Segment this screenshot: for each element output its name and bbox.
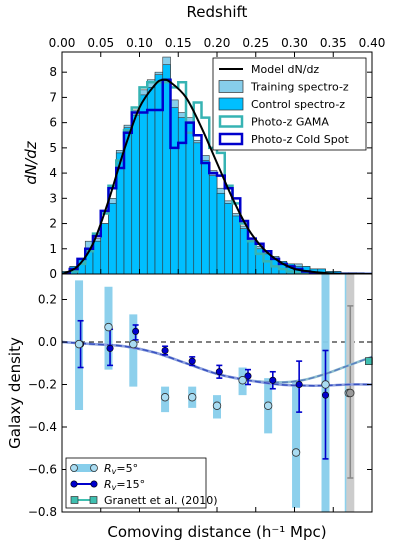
bottom-y-axis-title: Galaxy density bbox=[6, 337, 24, 449]
r15-point-2 bbox=[132, 327, 140, 335]
legend-key-granett-s2 bbox=[89, 496, 98, 504]
legend-key-3 bbox=[218, 115, 244, 128]
top-y-tick-label-7: 7 bbox=[49, 90, 57, 104]
bottom-content bbox=[61, 274, 373, 512]
control-bar-16 bbox=[185, 122, 195, 275]
top-panel: 0.00 0.05 0.10 0.15 0.20 0.25 0.30 0.35 0.40 0 1 2 3… bbox=[22, 3, 385, 281]
top-x-tick-label-3: 0.15 bbox=[165, 36, 192, 50]
r15-point-6 bbox=[244, 372, 252, 380]
top-x-tick-label-7: 0.35 bbox=[320, 36, 347, 50]
r5-point-7 bbox=[263, 401, 273, 410]
model-dndz-curve bbox=[61, 78, 372, 276]
grey-point bbox=[346, 388, 355, 398]
r15-point-3 bbox=[161, 346, 169, 354]
bot-y-tick-label-1: −0.6 bbox=[28, 463, 57, 477]
top-legend-label-1: Training spectro-z bbox=[250, 81, 349, 94]
bottom-legend-label-1: Rv=15° bbox=[104, 478, 145, 492]
r5-point-0 bbox=[74, 339, 84, 349]
control-bar-11 bbox=[146, 87, 156, 275]
bottom-legend-label-0: Rv=5° bbox=[104, 462, 138, 476]
top-ticks: 0.00 0.05 0.10 0.15 0.20 0.25 0.30 0.35 0.40 0 1 2 3… bbox=[49, 36, 386, 281]
r5-point-6 bbox=[238, 376, 247, 385]
legend-key-r15-c2 bbox=[90, 480, 98, 488]
r15-point-5 bbox=[215, 368, 223, 376]
top-x-tick-label-4: 0.20 bbox=[204, 36, 231, 50]
top-y-tick-label-2: 2 bbox=[49, 217, 57, 231]
top-y-tick-label-4: 4 bbox=[49, 166, 57, 180]
bot-y-tick-label-5: 0.2 bbox=[38, 293, 57, 307]
top-y-tick-label-1: 1 bbox=[49, 242, 57, 256]
legend-key-granett-s1 bbox=[70, 496, 79, 504]
top-y-tick-label-6: 6 bbox=[49, 116, 57, 130]
top-y-tick-label-3: 3 bbox=[49, 191, 57, 205]
r5-point-3 bbox=[160, 393, 170, 402]
top-legend-label-0: Model dN/dz bbox=[251, 63, 319, 76]
r5-point-9 bbox=[321, 380, 330, 389]
control-bar-9 bbox=[131, 114, 140, 275]
top-legend-label-2: Control spectro-z bbox=[251, 98, 345, 111]
r5-point-8 bbox=[291, 448, 301, 457]
r15-point-1 bbox=[106, 344, 114, 352]
control-bar-10 bbox=[139, 94, 148, 275]
r15-point-9 bbox=[321, 391, 329, 399]
top-y-tick-label-8: 8 bbox=[49, 65, 57, 79]
top-legend-label-3: Photo-z GAMA bbox=[251, 116, 329, 129]
photoz-coldspot-step bbox=[62, 78, 372, 276]
control-bar-18 bbox=[201, 160, 210, 275]
control-bar-21 bbox=[224, 203, 233, 275]
top-legend: Model dN/dz Training spectro-z Control spe… bbox=[212, 57, 367, 151]
bot-y-tick-label-2: −0.4 bbox=[28, 420, 57, 434]
r5-point-1 bbox=[104, 322, 113, 332]
granett-point bbox=[365, 357, 373, 365]
top-x-tick-label-2: 0.10 bbox=[126, 36, 153, 50]
top-axis-title: Redshift bbox=[187, 3, 248, 21]
top-x-tick-label-6: 0.30 bbox=[281, 36, 308, 50]
r15-point-8 bbox=[295, 380, 303, 388]
bottom-panel: −0.8 −0.6 −0.4 −0.2 0.0 0.2 Comoving distance… bbox=[6, 273, 373, 541]
top-legend-label-4: Photo-z Cold Spot bbox=[251, 133, 349, 146]
bottom-ticks: −0.8 −0.6 −0.4 −0.2 0.0 0.2 bbox=[28, 293, 373, 519]
top-y-tick-label-0: 0 bbox=[49, 267, 57, 281]
legend-key-1 bbox=[218, 80, 244, 93]
top-x-tick-label-1: 0.05 bbox=[87, 36, 114, 50]
control-bar-20 bbox=[216, 192, 226, 275]
legend-key-r5-c2 bbox=[90, 464, 98, 472]
r15-point-4 bbox=[188, 357, 196, 365]
r5-point-2 bbox=[129, 339, 138, 349]
legend-key-r5-c1 bbox=[70, 464, 78, 472]
r5-point-4 bbox=[187, 393, 197, 402]
top-x-tick-label-5: 0.25 bbox=[242, 36, 269, 50]
bot-y-tick-label-0: −0.8 bbox=[28, 505, 57, 519]
control-bar-19 bbox=[208, 175, 218, 275]
bottom-x-axis-title: Comoving distance (h⁻¹ Mpc) bbox=[107, 523, 326, 541]
top-y-axis-title: dN/dz bbox=[22, 140, 40, 184]
legend-key-4 bbox=[218, 132, 244, 146]
r5-point-5 bbox=[212, 401, 222, 410]
r5-band-2 bbox=[129, 314, 138, 387]
legend-key-r15-c1 bbox=[70, 480, 78, 488]
bot-y-tick-label-4: 0.0 bbox=[38, 335, 57, 349]
r5-band-8 bbox=[292, 382, 301, 508]
top-y-tick-label-5: 5 bbox=[49, 141, 57, 155]
bottom-legend-label-2: Granett et al. (2010) bbox=[104, 494, 218, 507]
top-x-tick-label-0: 0.00 bbox=[49, 36, 76, 50]
legend-key-2 bbox=[218, 97, 244, 111]
top-x-tick-label-8: 0.40 bbox=[359, 36, 386, 50]
bottom-legend: Rv=5° Rv=15° Granett et al. (2010) bbox=[65, 457, 218, 509]
r15-point-7 bbox=[269, 376, 277, 384]
bot-y-tick-label-3: −0.2 bbox=[28, 378, 57, 392]
